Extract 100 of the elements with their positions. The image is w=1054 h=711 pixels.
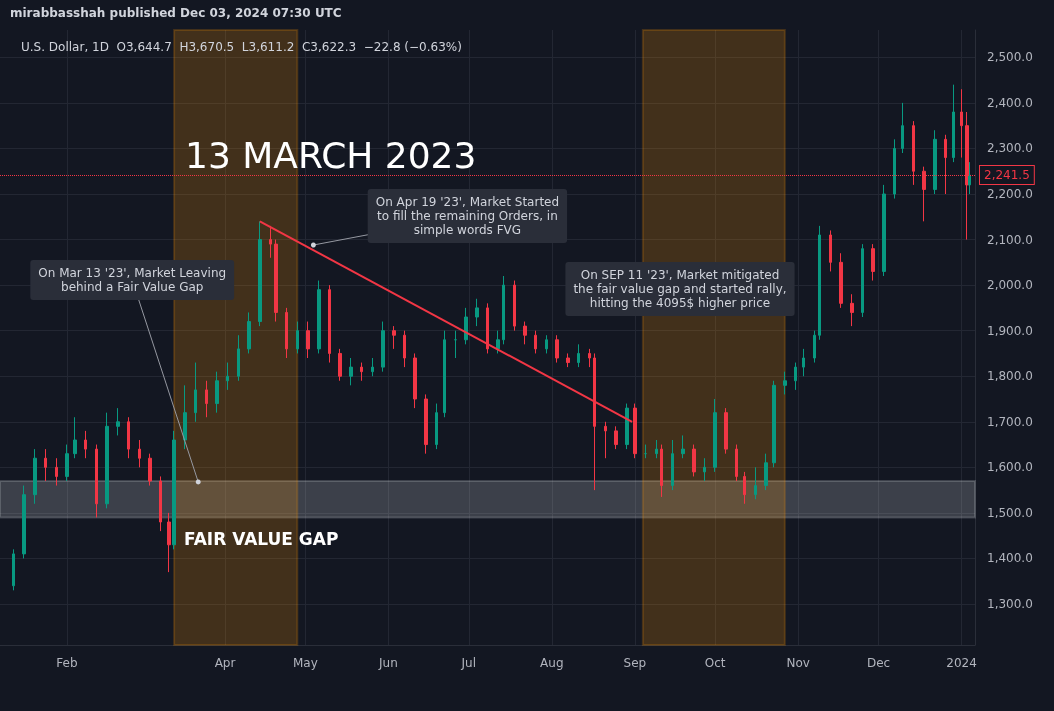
- candlestick: [306, 321, 310, 359]
- candlestick: [392, 325, 396, 350]
- candlestick: [247, 311, 251, 354]
- y-tick-label: 2,400.0: [987, 95, 1033, 110]
- annotation: On SEP 11 '23', Market mitigated the fair value gap and started rally, hitting the 4095$ higher price: [573, 268, 787, 310]
- candlestick: [285, 307, 288, 359]
- candlestick: [486, 302, 489, 354]
- candlestick: [545, 334, 548, 354]
- candlestick: [655, 439, 658, 459]
- candlestick: [65, 444, 69, 482]
- candlestick: [371, 357, 374, 377]
- candlestick: [829, 229, 832, 272]
- candlestick: [167, 512, 171, 573]
- candlestick: [614, 425, 618, 450]
- candlestick: [317, 280, 321, 354]
- candlestick: [502, 275, 505, 345]
- annotation: On Apr 19 '23', Market Started to fill the remaining Orders, in simple words FVG: [375, 195, 560, 238]
- candlestick: [882, 184, 886, 277]
- candlestick: [534, 330, 537, 354]
- candlestick: [360, 362, 363, 382]
- candlestick: [952, 84, 955, 163]
- candlestick: [127, 416, 130, 459]
- candlestick: [215, 371, 219, 414]
- x-tick-label: Apr: [214, 656, 236, 670]
- candlestick: [523, 321, 527, 345]
- candlestick: [901, 102, 904, 154]
- y-tick-label: 1,600.0: [987, 460, 1033, 475]
- x-tick-label: Jul: [460, 656, 476, 670]
- candlestick: [33, 448, 37, 505]
- candlestick: [813, 330, 816, 364]
- candlestick: [435, 403, 438, 450]
- y-tick-label: 2,300.0: [987, 141, 1033, 156]
- x-tick-label: Aug: [540, 656, 564, 670]
- candlestick: [692, 444, 696, 477]
- x-tick-label: Dec: [866, 656, 891, 670]
- x-tick-label: May: [292, 656, 318, 670]
- candlestick: [743, 471, 746, 505]
- candlestick: [328, 284, 331, 364]
- candlestick: [604, 421, 607, 459]
- x-tick-label: 2024: [946, 656, 977, 670]
- y-tick-label: 1,500.0: [987, 505, 1033, 520]
- candlestick: [424, 393, 428, 455]
- candlestick: [443, 330, 446, 418]
- candlestick: [44, 448, 47, 482]
- candlestick: [413, 352, 417, 409]
- candlestick: [713, 398, 717, 473]
- candlestick: [764, 453, 768, 491]
- candlestick: [566, 352, 570, 368]
- candlestick: [349, 357, 353, 386]
- candlestick: [968, 161, 971, 195]
- candlestick: [735, 444, 738, 482]
- y-tick-label: 2,500.0: [987, 50, 1033, 65]
- candlestick: [960, 88, 963, 159]
- text: 13 MARCH 2023: [185, 134, 477, 176]
- candlestick: [625, 403, 629, 450]
- band-label: FAIR VALUE GAP: [184, 528, 339, 549]
- ref-line-label: 2,241.5: [984, 168, 1030, 183]
- candlestick: [861, 243, 864, 318]
- candlestick: [703, 457, 706, 482]
- candlestick: [237, 334, 240, 382]
- y-tick-label: 2,100.0: [987, 232, 1033, 247]
- candlestick: [588, 348, 591, 368]
- candlestick: [296, 321, 299, 354]
- x-tick-label: Nov: [786, 656, 810, 670]
- candlestick: [671, 439, 674, 491]
- y-tick-label: 1,400.0: [987, 551, 1033, 566]
- candlestick: [274, 239, 278, 323]
- candlestick: [226, 362, 229, 391]
- candlestick: [660, 444, 663, 498]
- y-tick-label: 2,200.0: [987, 187, 1033, 201]
- candlestick: [577, 343, 580, 368]
- candlestick: [839, 252, 843, 309]
- candlestick: [183, 384, 187, 450]
- candlestick: [681, 434, 685, 459]
- text: mirabbasshah published Dec 03, 2024 07:30 UTC: [10, 6, 342, 20]
- candlestick: [22, 485, 26, 559]
- y-tick-label: 1,800.0: [987, 369, 1033, 384]
- candlestick: [194, 362, 197, 423]
- candlestick: [116, 407, 120, 436]
- candlestick: [794, 362, 797, 391]
- text: U.S. Dollar, 1D O3,644.7 H3,670.5 L3,611.2 C3,622.3 −22.8 (−0.63%): [21, 40, 462, 54]
- candlestick: [850, 293, 854, 327]
- candlestick: [555, 334, 559, 364]
- candlestick: [783, 371, 787, 395]
- candlestick: [475, 298, 479, 327]
- candlestick: [724, 407, 728, 455]
- candlestick: [205, 380, 208, 418]
- candlestick: [513, 280, 516, 332]
- candlestick: [338, 348, 342, 382]
- candlestick: [802, 348, 805, 377]
- candlestick: [871, 243, 875, 282]
- candlestick: [772, 380, 776, 468]
- candlestick: [454, 330, 457, 359]
- candlestick: [172, 430, 176, 550]
- x-tick-label: Sep: [623, 656, 647, 670]
- candlestick: [893, 138, 896, 200]
- candlestick: [403, 330, 406, 368]
- x-tick-label: Jun: [378, 656, 398, 670]
- x-tick-label: Feb: [56, 656, 78, 670]
- candlestick: [95, 444, 98, 518]
